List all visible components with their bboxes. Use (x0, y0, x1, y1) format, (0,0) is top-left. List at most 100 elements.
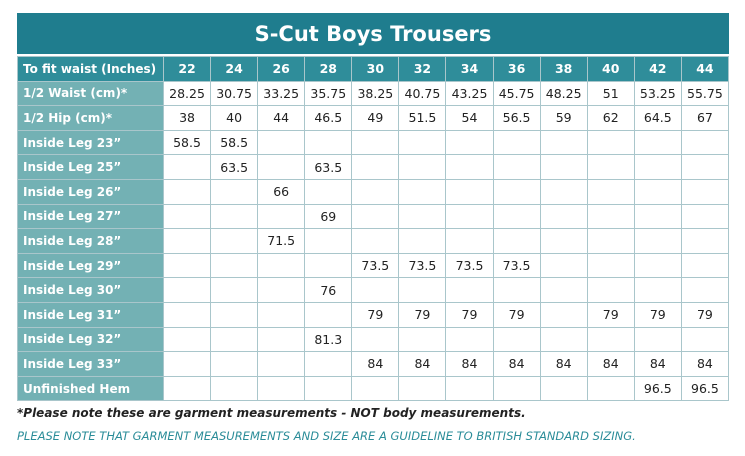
table-row: Inside Leg 23” 58.5 58.5 (17, 129, 730, 156)
cell (162, 277, 212, 303)
header-row: To fit waist (Inches) 22 24 26 28 30 32 34 36 38 4… (17, 56, 730, 82)
cell: 48.25 (539, 80, 588, 107)
table-row: 1/2 Waist (cm)* 28.25 30.75 33.25 35.75 38.25… (17, 80, 730, 107)
cell: 40 (210, 105, 259, 131)
size-table: To fit waist (Inches) 22 24 26 28 30 32 34 36 38 4… (17, 56, 730, 402)
cell: 28.25 (162, 80, 212, 107)
cell: 56.5 (492, 105, 541, 131)
cell (586, 277, 635, 303)
cell: 84 (445, 351, 494, 377)
cell (633, 129, 682, 156)
cell (633, 203, 682, 230)
cell: 51.5 (398, 105, 447, 131)
cell (398, 277, 447, 303)
cell (351, 154, 400, 180)
cell (539, 326, 588, 353)
cell (304, 129, 353, 156)
cell (210, 228, 259, 254)
cell (257, 154, 306, 180)
cell (351, 203, 400, 230)
cell (633, 154, 682, 180)
table-row: Inside Leg 29” 73.5 73.5 73.5 73.5 (17, 252, 730, 279)
cell (680, 178, 730, 205)
row-label: 1/2 Hip (cm)* (17, 105, 164, 131)
cell: 84 (586, 351, 635, 377)
cell (586, 129, 635, 156)
cell (162, 375, 212, 402)
cell (210, 326, 259, 353)
cell: 79 (445, 301, 494, 328)
cell (210, 277, 259, 303)
cell: 71.5 (257, 228, 306, 254)
cell (586, 375, 635, 402)
table-row: Inside Leg 26” 66 (17, 178, 730, 205)
cell (162, 203, 212, 230)
cell: 79 (492, 301, 541, 328)
table-row: Inside Leg 31” 79 79 79 79 79 79 79 (17, 301, 730, 328)
size-header: 22 (162, 56, 212, 82)
cell: 79 (680, 301, 730, 328)
cell (445, 129, 494, 156)
cell: 45.75 (492, 80, 541, 107)
cell (398, 203, 447, 230)
cell (539, 154, 588, 180)
cell (398, 129, 447, 156)
row-label: Inside Leg 25” (17, 154, 164, 180)
cell (680, 326, 730, 353)
row-label: Inside Leg 31” (17, 301, 164, 328)
row-label: Inside Leg 30” (17, 277, 164, 303)
cell (257, 252, 306, 279)
cell (680, 129, 730, 156)
cell: 79 (633, 301, 682, 328)
cell (398, 375, 447, 402)
cell: 38.25 (351, 80, 400, 107)
note: *Please note these are garment measureme… (17, 406, 526, 420)
cell: 79 (351, 301, 400, 328)
table-row: Inside Leg 33” 84 84 84 84 84 84 84 84 (17, 351, 730, 377)
cell (539, 375, 588, 402)
cell: 84 (492, 351, 541, 377)
cell (162, 154, 212, 180)
size-header: 40 (586, 56, 635, 82)
cell (586, 228, 635, 254)
cell: 96.5 (680, 375, 730, 402)
cell (492, 228, 541, 254)
row-label: Inside Leg 23” (17, 129, 164, 156)
cell (680, 154, 730, 180)
cell (304, 351, 353, 377)
cell: 73.5 (398, 252, 447, 279)
cell (633, 252, 682, 279)
cell: 53.25 (633, 80, 682, 107)
cell (492, 375, 541, 402)
cell: 43.25 (445, 80, 494, 107)
cell (539, 203, 588, 230)
cell: 84 (680, 351, 730, 377)
table-row: Inside Leg 28” 71.5 (17, 228, 730, 254)
cell (257, 129, 306, 156)
cell (445, 375, 494, 402)
cell (586, 154, 635, 180)
note: PLEASE NOTE THAT GARMENT MEASUREMENTS AN… (17, 429, 636, 443)
cell (398, 326, 447, 353)
cell (492, 203, 541, 230)
cell: 81.3 (304, 326, 353, 353)
row-label: Inside Leg 26” (17, 178, 164, 205)
cell (445, 326, 494, 353)
cell (539, 129, 588, 156)
cell: 51 (586, 80, 635, 107)
header-label: To fit waist (Inches) (17, 56, 164, 82)
cell: 33.25 (257, 80, 306, 107)
row-label: Unfinished Hem (17, 375, 164, 402)
cell: 79 (398, 301, 447, 328)
size-header: 28 (304, 56, 353, 82)
cell (680, 252, 730, 279)
cell: 62 (586, 105, 635, 131)
cell (351, 277, 400, 303)
cell (162, 228, 212, 254)
cell (210, 375, 259, 402)
cell: 73.5 (445, 252, 494, 279)
cell: 55.75 (680, 80, 730, 107)
size-header: 42 (633, 56, 682, 82)
cell (304, 228, 353, 254)
